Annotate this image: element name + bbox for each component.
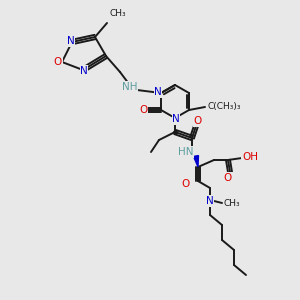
Text: OH: OH	[242, 152, 258, 162]
Text: O: O	[139, 105, 147, 115]
Text: N: N	[172, 114, 180, 124]
Text: N: N	[206, 196, 214, 206]
Text: HN: HN	[178, 147, 194, 157]
Text: C(CH₃)₃: C(CH₃)₃	[207, 103, 241, 112]
Text: N: N	[67, 36, 75, 46]
Text: CH₃: CH₃	[109, 9, 126, 18]
Text: CH₃: CH₃	[224, 200, 241, 208]
Text: O: O	[224, 173, 232, 183]
Text: O: O	[194, 116, 202, 126]
Text: N: N	[80, 66, 88, 76]
Polygon shape	[194, 156, 199, 167]
Text: O: O	[182, 179, 190, 189]
Text: O: O	[54, 57, 62, 67]
Text: NH: NH	[122, 82, 138, 92]
Text: N: N	[154, 87, 162, 97]
